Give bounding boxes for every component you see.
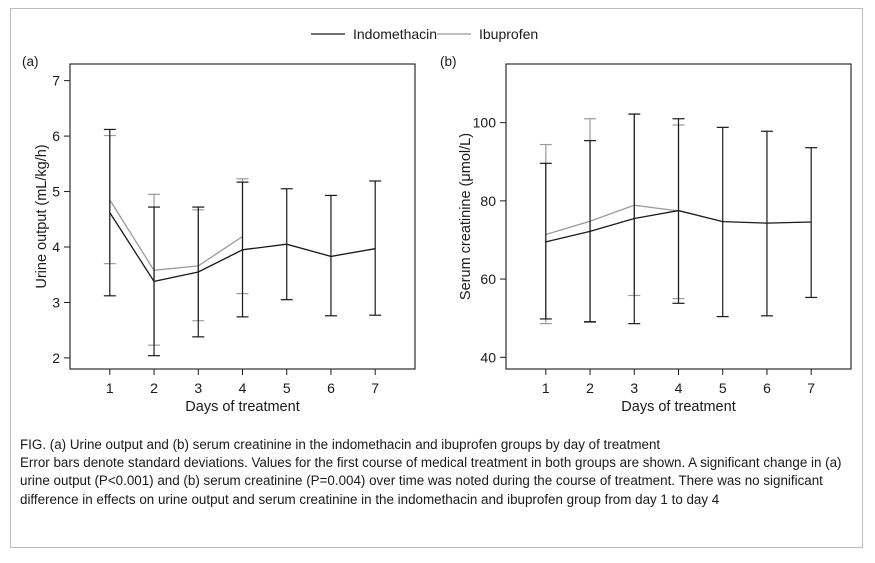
- x-axis-label: Days of treatment: [621, 399, 735, 415]
- y-tick-label: 40: [480, 349, 496, 365]
- x-axis-label: Days of treatment: [185, 399, 299, 415]
- caption-title: FIG. (a) Urine output and (b) serum crea…: [20, 437, 661, 452]
- series-line-indomethacin: [109, 212, 376, 283]
- x-tick-label: 6: [327, 380, 335, 396]
- y-tick-label: 2: [52, 350, 60, 366]
- caption-body: Error bars denote standard deviations. V…: [20, 455, 842, 507]
- legend-label-ibuprofen: Ibuprofen: [479, 26, 538, 42]
- x-tick-label: 6: [763, 380, 771, 396]
- panel-label: (b): [440, 54, 457, 69]
- figure-caption: FIG. (a) Urine output and (b) serum crea…: [20, 436, 855, 509]
- x-tick-label: 4: [239, 380, 247, 396]
- y-tick-label: 5: [52, 184, 60, 200]
- series-line-indomethacin: [545, 209, 812, 243]
- x-tick-label: 3: [630, 380, 638, 396]
- x-tick-label: 1: [542, 380, 550, 396]
- x-tick-label: 3: [194, 380, 202, 396]
- panel-label: (a): [22, 54, 39, 69]
- x-tick-label: 2: [150, 380, 158, 396]
- y-axis-label: Serum creatinine (μmol/L): [458, 133, 474, 300]
- series-line-ibuprofen: [545, 204, 679, 236]
- legend-label-indomethacin: Indomethacin: [353, 26, 437, 42]
- panel-a-urine-output: (a) 2 3 4 5 6 7 1 2 3 4 5 6 7 Days of treatment Urine o…: [22, 54, 416, 415]
- x-tick-label: 5: [283, 380, 291, 396]
- y-tick-label: 7: [52, 73, 60, 89]
- y-tick-label: 4: [52, 239, 60, 255]
- y-axis-label: Urine output (mL/kg/h): [34, 144, 50, 288]
- series-line-ibuprofen: [109, 199, 243, 271]
- x-tick-label: 4: [675, 380, 683, 396]
- y-tick-label: 6: [52, 128, 60, 144]
- x-tick-label: 7: [371, 380, 379, 396]
- y-tick-label: 60: [480, 271, 496, 287]
- x-tick-label: 2: [586, 380, 594, 396]
- y-tick-label: 80: [480, 193, 496, 209]
- y-tick-label: 100: [473, 115, 497, 131]
- panel-b-serum-creatinine: (b) 40 60 80 100 1 2 3 4 5 6 7 Days of treatment Seru…: [440, 54, 852, 415]
- x-tick-label: 1: [106, 380, 114, 396]
- figure-frame: [10, 8, 863, 548]
- legend: Indomethacin Ibuprofen: [311, 26, 538, 42]
- x-tick-label: 7: [807, 380, 815, 396]
- y-tick-label: 3: [52, 294, 60, 310]
- x-tick-label: 5: [719, 380, 727, 396]
